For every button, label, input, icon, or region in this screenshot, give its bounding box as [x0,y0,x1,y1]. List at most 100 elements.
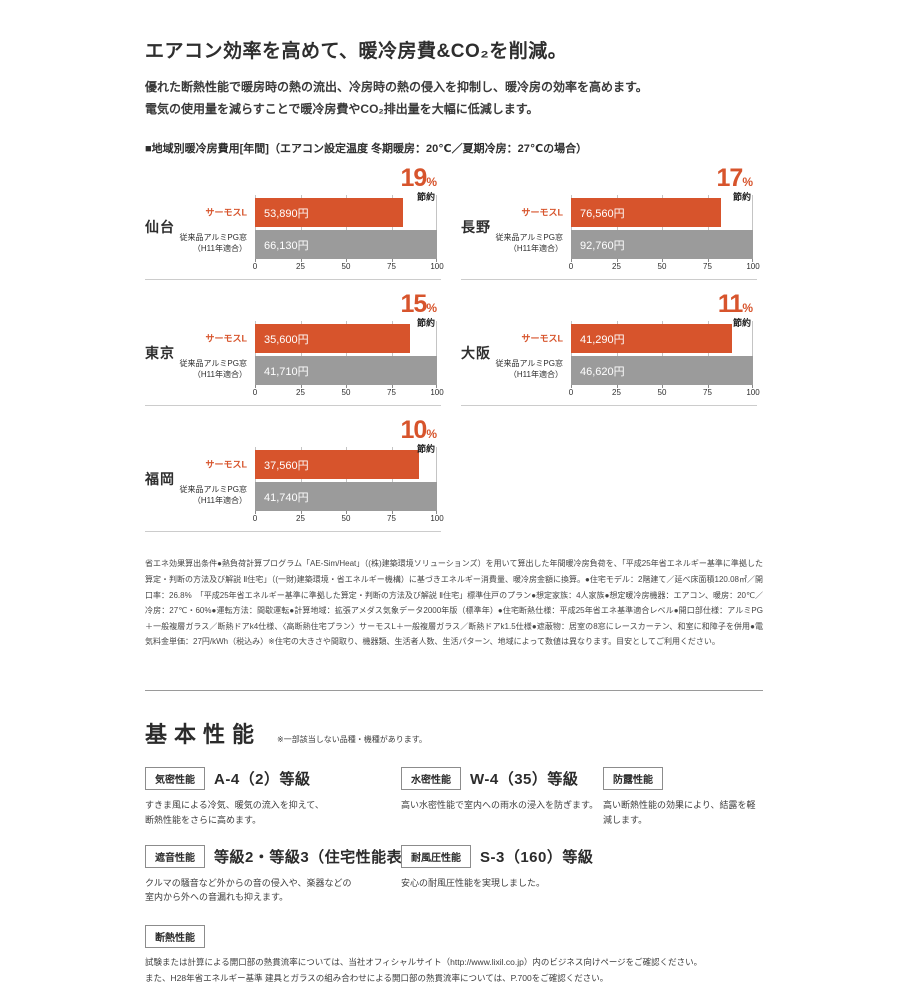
axis-tick-label: 25 [296,388,305,398]
axis-tick [752,259,753,263]
gridline [662,195,663,260]
series-label-conventional: 従来品アルミPG窓 （H11年適合） [179,233,247,254]
bar-value: 35,600円 [264,333,309,346]
axis-tick-label: 50 [341,262,351,272]
basic-performance-title: 基本性能 [145,721,262,747]
saving-label: 節約 [416,192,435,203]
axis-tick [346,511,347,515]
intro-line-2: 電気の使用量を減らすことで暖冷房費やCO₂排出量を大幅に低減します。 [145,102,539,117]
axis-tick [346,385,347,389]
x-axis: 0 25 50 75 100 [569,385,760,399]
percent-sign: % [742,301,753,316]
plot-area: 76,560円 92,760円 [571,195,753,260]
plot-area: 37,560円 41,740円 [255,447,437,512]
spec-condensation-resistance: 防露性能 高い断熱性能の効果により、結露を軽減します。 [603,766,763,828]
spec-badge: 耐風圧性能 [401,844,471,868]
saving-annotation: 17% 節約 [571,164,753,202]
saving-annotation: 10% 節約 [255,418,437,454]
axis-tick-label: 100 [430,388,444,398]
bar-value: 46,620円 [580,365,625,378]
bar-conventional: 41,740円 [255,482,437,512]
performance-specs-grid: 気密性能 A-4（2）等級 すきま風による冷気、暖気の流入を抑えて、 断熱性能を… [145,766,763,906]
gridline [391,195,393,260]
region-name: 長野 [461,219,491,236]
region-name: 仙台 [145,219,175,236]
bar-conventional: 46,620円 [571,356,753,386]
axis-tick-label: 25 [296,514,305,524]
chart-section-label: ■地域別暖冷房費用[年間]（エアコン設定温度 冬期暖房：20℃／夏期冷房：27℃… [145,143,588,156]
calculation-conditions-footnote: 省エネ効果算出条件●熱負荷計算プログラム「AE-Sim/Heat」（(株)建築環… [145,559,763,647]
spec-badge: 気密性能 [145,766,205,790]
saving-percent-value: 19 [400,164,428,193]
gridline [707,195,709,260]
spec-description: クルマの騒音など外からの音の侵入や、楽器などの 室内から外への音漏れも抑えます。 [145,877,352,903]
spec-watertightness: 水密性能 W-4（35）等級 高い水密性能で室内への雨水の浸入を防ぎます。 [401,766,603,828]
axis-tick-label: 50 [341,388,351,398]
axis-tick-label: 75 [387,262,396,272]
spec-badge: 断熱性能 [145,925,205,949]
series-label-thermos: サーモスL [205,459,248,470]
saving-label: 節約 [732,318,751,329]
spec-grade: 等級2・等級3（住宅性能表示） [214,848,434,866]
chart-body: 大阪 サーモスL 従来品アルミPG窓 （H11年適合） 41,290円 46,6… [461,321,757,386]
axis-tick-label: 75 [703,388,712,398]
plot-area: 53,890円 66,130円 [255,195,437,260]
axis-tick [255,259,256,263]
region-chart-fukuoka: 10% 節約 福岡 サーモスL 従来品アルミPG窓 （H11年適合） 37,56… [145,418,444,533]
gridline [300,321,302,386]
chart-body: 福岡 サーモスL 従来品アルミPG窓 （H11年適合） 37,560円 41,7… [145,447,441,512]
bar-value: 92,760円 [580,239,625,252]
catalog-page: エアコン効率を高めて、暖冷房費&CO₂を削減。 優れた断熱性能で暖房時の熱の流出… [145,36,763,986]
axis-tick-label: 0 [252,388,258,398]
series-label-conventional: 従来品アルミPG窓 （H11年適合） [495,233,563,254]
axis-tick-label: 100 [746,388,760,398]
insulation-notes: 試験または計算による開口部の熱貫流率については、当社オフィシャルサイト（http… [145,957,703,983]
region-chart-tokyo: 15% 節約 東京 サーモスL 従来品アルミPG窓 （H11年適合） 35,60… [145,292,444,407]
series-label-conventional: 従来品アルミPG窓 （H11年適合） [495,359,563,380]
axis-tick-label: 50 [657,262,667,272]
axis-tick [571,259,572,263]
axis-tick [707,385,709,389]
x-axis: 0 25 50 75 100 [253,511,444,525]
series-label-thermos: サーモスL [521,333,564,344]
gridline [436,321,437,386]
gridline [255,447,256,512]
page-title: エアコン効率を高めて、暖冷房費&CO₂を削減。 [145,41,568,62]
bar-value: 66,130円 [264,239,309,252]
basic-performance-header: 基本性能 ※一部該当しない品種・機種があります。 [145,717,763,749]
gridline [616,195,618,260]
axis-tick-label: 25 [612,388,621,398]
chart-labels: 大阪 サーモスL 従来品アルミPG窓 （H11年適合） [461,321,571,385]
axis-tick-label: 75 [387,514,396,524]
bar-thermos: 35,600円 [255,324,411,354]
region-chart-nagano: 17% 節約 長野 サーモスL 従来品アルミPG窓 （H11年適合） 76,56… [461,164,760,281]
gridline [571,321,572,386]
spec-grade: A-4（2）等級 [214,770,311,788]
saving-percent-value: 17 [716,164,744,193]
saving-annotation: 15% 節約 [255,292,437,328]
bar-value: 76,560円 [580,207,625,220]
axis-tick [391,259,393,263]
axis-tick-label: 50 [657,388,667,398]
spec-description: 高い水密性能で室内への雨水の浸入を防ぎます。 [401,799,599,810]
axis-tick [300,511,302,515]
axis-tick [662,259,663,263]
series-label-thermos: サーモスL [205,333,248,344]
region-chart-sendai: 19% 節約 仙台 サーモスL 従来品アルミPG窓 （H11年適合） 53,89… [145,164,444,281]
gridline [752,195,753,260]
bar-value: 53,890円 [264,207,309,220]
axis-tick [436,385,437,389]
row-separator [461,405,757,407]
spec-grid-spacer [603,845,763,906]
axis-tick [391,385,393,389]
axis-tick [346,259,347,263]
gridline [255,195,256,260]
gridline [707,321,709,386]
row-separator [145,405,441,407]
bar-thermos: 37,560円 [255,450,419,480]
gridline [346,195,347,260]
gridline [436,195,437,260]
axis-tick [436,259,437,263]
axis-tick [300,259,302,263]
chart-body: 長野 サーモスL 従来品アルミPG窓 （H11年適合） 76,560円 92,7… [461,195,757,260]
